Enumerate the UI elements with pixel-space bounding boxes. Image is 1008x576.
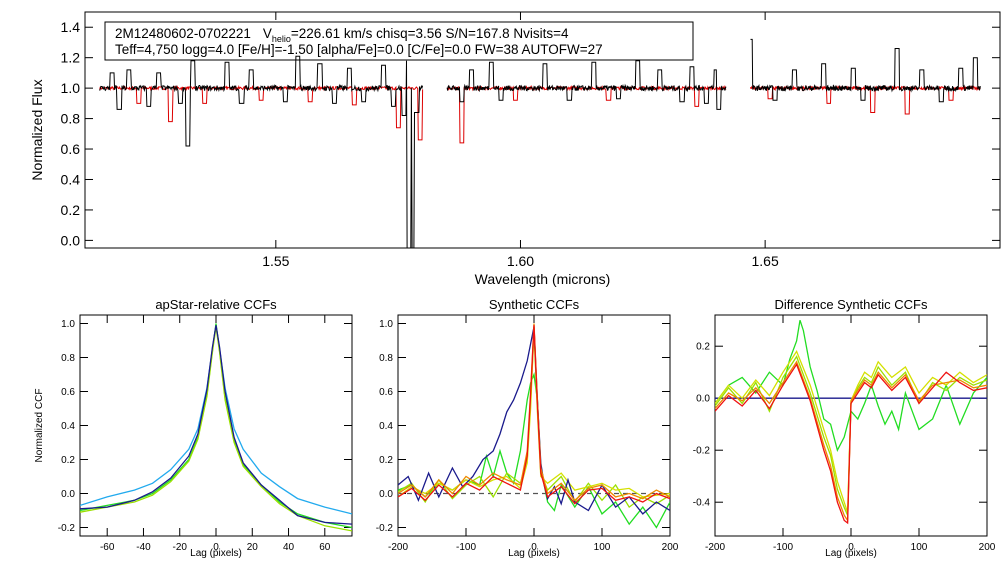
spectrum-ylabel: Normalized Flux	[29, 79, 45, 180]
apstar-series-visit-cyan	[80, 325, 352, 515]
vhelio-subscript: helio	[272, 34, 291, 44]
apstar-ytick-label: 1.0	[61, 319, 75, 330]
difference-xtick-label: -100	[773, 542, 793, 553]
spectrum-observed-segment-0	[99, 55, 424, 248]
synthetic-title: Synthetic CCFs	[489, 297, 580, 312]
difference-series-diff-red	[715, 362, 987, 525]
difference-panel: -200 -100 0 100 200 -0.4 -0.2 0.0 0.2 Difference …	[693, 297, 996, 559]
difference-ytick-label: 0.2	[696, 342, 710, 353]
spectrum-panel: 1.55 1.60 1.65 0.0 0.2 0.4 0.6 0.8 1.0 1.2 1.4 Wave…	[29, 11, 1001, 287]
spectrum-xtick-label: 1.60	[507, 253, 534, 269]
apstar-ytick-label: 0.6	[61, 387, 75, 398]
info-box: 2M12480602-0702221 Vhelio=226.61 km/s chi…	[104, 21, 694, 61]
spectrum-model-segment-0	[99, 84, 424, 141]
apstar-xtick-label: 60	[319, 542, 331, 553]
apstar-series-visit-green	[80, 323, 352, 529]
synthetic-axes-frame	[397, 314, 671, 537]
synthetic-plot-area	[398, 323, 670, 529]
apstar-series-visit-navy	[80, 325, 352, 525]
info-box-frame	[104, 21, 694, 61]
apstar-ytick-label: 0.2	[61, 455, 75, 466]
info-line-1: 2M12480602-0702221 Vhelio=226.61 km/s chi…	[115, 26, 569, 44]
synthetic-xtick-label: -100	[456, 542, 476, 553]
spectrum-plot-area	[99, 38, 981, 248]
synthetic-series-synth-red	[398, 325, 670, 505]
spectrum-ytick-label: 0.8	[61, 110, 81, 126]
difference-ytick-label: -0.2	[693, 446, 711, 457]
difference-xtick-label: 100	[911, 542, 928, 553]
info-line-2: Teff=4,750 logg=4.0 [Fe/H]=-1.50 [alpha/…	[115, 42, 603, 57]
spectrum-ytick-label: 0.2	[61, 202, 81, 218]
vhelio-label: V	[263, 26, 272, 41]
spectrum-xtick-label: 1.55	[262, 253, 289, 269]
apstar-ylabel: Normalized CCF	[34, 389, 45, 463]
synthetic-xtick-label: 100	[594, 542, 611, 553]
spectrum-observed-segment-2	[750, 38, 981, 103]
apstar-plot-area	[80, 323, 352, 532]
synthetic-series-synth-yellow	[398, 328, 670, 498]
spectrum-ytick-label: 0.6	[61, 141, 81, 157]
apstar-ytick-label: 0.4	[61, 421, 75, 432]
apstar-xtick-label: 0	[213, 542, 219, 553]
difference-ytick-label: -0.4	[693, 498, 711, 509]
difference-ytick-label: 0.0	[696, 394, 710, 405]
synthetic-ytick-label: 0.6	[379, 387, 393, 398]
spectrum-xlabel: Wavelength (microns)	[475, 271, 611, 287]
spectrum-ytick-label: 1.4	[61, 19, 81, 35]
synthetic-xlabel: Lag (pixels)	[508, 548, 560, 559]
spectrum-axes-frame	[84, 11, 1001, 249]
spectrum-ytick-label: 0.0	[61, 232, 81, 248]
apstar-xtick-label: -20	[173, 542, 188, 553]
apstar-xlabel: Lag (pixels)	[190, 548, 242, 559]
apstar-ytick-label: 0.8	[61, 353, 75, 364]
spectrum-observed-segment-1	[446, 60, 727, 110]
spectrum-xtick-label: 1.65	[752, 253, 779, 269]
difference-xtick-label: 0	[848, 542, 854, 553]
synthetic-xtick-label: 200	[662, 542, 679, 553]
apstar-ytick-label: 0.0	[61, 489, 75, 500]
difference-plot-area	[715, 319, 987, 525]
synthetic-xtick-label: -200	[388, 542, 408, 553]
info-line-1-values: =226.61 km/s chisq=3.56 S/N=167.8 Nvisit…	[291, 26, 569, 41]
apstar-panel: -60 -40 -20 0 20 40 60 -0.2 0.0 0.2 0.4 0.6 0.8 1.0 ap…	[34, 297, 353, 559]
apstar-xtick-label: 40	[283, 542, 295, 553]
synthetic-ytick-label: 0.2	[379, 455, 393, 466]
apstar-xtick-label: -60	[100, 542, 115, 553]
difference-xtick-label: 200	[979, 542, 996, 553]
synthetic-series-synth-orange	[398, 323, 670, 502]
apstar-title: apStar-relative CCFs	[155, 297, 277, 312]
apstar-series-visit-lime	[80, 326, 352, 532]
synthetic-ytick-label: -0.2	[376, 523, 394, 534]
synthetic-panel: -200 -100 0 100 200 -0.2 0.0 0.2 0.4 0.6 0.8 1.0 Syn…	[376, 297, 679, 559]
difference-xlabel: Lag (pixels)	[825, 548, 877, 559]
apstar-xtick-label: -40	[136, 542, 151, 553]
spectrum-ytick-label: 1.0	[61, 80, 81, 96]
difference-series-diff-yellow	[715, 350, 987, 513]
spectrum-ytick-label: 1.2	[61, 50, 81, 66]
synthetic-xtick-label: 0	[531, 542, 537, 553]
apstar-ytick-label: -0.2	[58, 523, 76, 534]
difference-title: Difference Synthetic CCFs	[775, 297, 928, 312]
apstar-xtick-label: 20	[247, 542, 259, 553]
chart-panels: 1.55 1.60 1.65 0.0 0.2 0.4 0.6 0.8 1.0 1.2 1.4 Wave…	[29, 11, 1001, 559]
synthetic-ytick-label: 0.0	[379, 489, 393, 500]
synthetic-ytick-label: 1.0	[379, 319, 393, 330]
star-id: 2M12480602-0702221	[115, 26, 251, 41]
synthetic-series-synth-green	[398, 371, 670, 529]
synthetic-ytick-label: 0.8	[379, 353, 393, 364]
synthetic-ytick-label: 0.4	[379, 421, 393, 432]
spectrum-ytick-label: 0.4	[61, 171, 81, 187]
difference-xtick-label: -200	[705, 542, 725, 553]
